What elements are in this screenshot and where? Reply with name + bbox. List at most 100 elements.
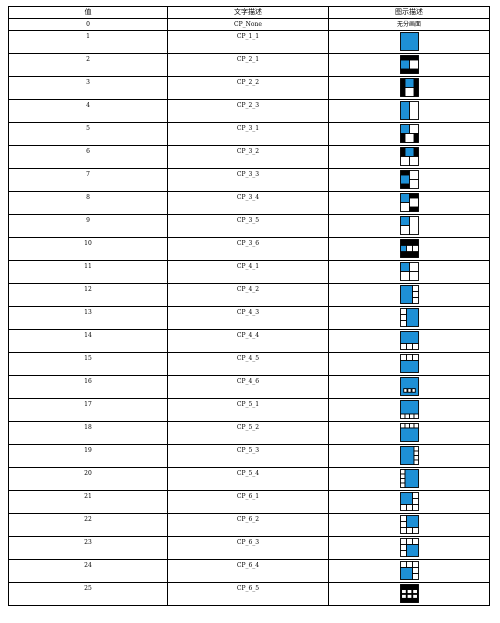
cp-6-2-layout-icon (399, 515, 419, 534)
main-window-rect (399, 216, 410, 226)
sub-window-rect (411, 504, 419, 511)
cell-value: 7 (8, 168, 168, 192)
cell-text: CP_3_6 (167, 237, 329, 261)
main-window-rect (404, 78, 414, 88)
cell-value: 22 (8, 513, 168, 537)
sub-window-rect (399, 271, 410, 281)
sub-window-rect (408, 179, 419, 189)
cp-4-6-layout-icon (399, 377, 419, 396)
table-row: 1 CP_1_1 (8, 30, 490, 54)
cell-icon (328, 444, 490, 468)
main-window-rect (399, 32, 419, 51)
cell-icon (328, 398, 490, 422)
cp-5-4-layout-icon (399, 469, 419, 488)
sub-window-rect (413, 413, 419, 419)
cell-value: 25 (8, 582, 168, 606)
sub-window-rect (399, 156, 410, 166)
cell-value: 0 (8, 18, 168, 31)
cell-icon (328, 329, 490, 353)
cell-value: 10 (8, 237, 168, 261)
sub-window-rect (404, 87, 414, 97)
sub-window-rect (413, 459, 419, 465)
cell-text: CP_4_3 (167, 306, 329, 330)
cp-3-3-layout-icon (399, 170, 419, 189)
table-row: 23 CP_6_3 (8, 536, 490, 560)
sub-window-rect (413, 423, 419, 429)
main-window-rect (399, 377, 419, 396)
table-row: 3 CP_2_2 (8, 76, 490, 100)
sub-window-rect (404, 413, 410, 419)
cell-icon (328, 283, 490, 307)
sub-window-rect (404, 133, 414, 143)
sub-window-rect (399, 343, 407, 350)
sub-window-rect (411, 573, 419, 580)
cell-value: 4 (8, 99, 168, 123)
table-row: 4 CP_2_3 (8, 99, 490, 123)
cell-icon (328, 352, 490, 376)
cell-icon-text: 无分画面 (328, 18, 490, 31)
sub-window-rect (406, 388, 412, 393)
cp-6-4-layout-icon (399, 561, 419, 580)
sub-window-rect (411, 527, 419, 534)
cell-icon (328, 582, 490, 606)
main-window-rect (399, 285, 413, 304)
cell-icon (328, 30, 490, 54)
main-window-rect (399, 174, 410, 185)
sub-window-rect (405, 561, 413, 568)
sub-window-rect (411, 498, 419, 505)
sub-window-rect (411, 538, 419, 545)
cell-text: CP_5_3 (167, 444, 329, 468)
sub-window-rect (408, 262, 419, 272)
sub-window-rect (400, 593, 407, 599)
sub-window-rect (399, 527, 407, 534)
cell-icon (328, 467, 490, 491)
cell-value: 3 (8, 76, 168, 100)
sub-window-rect (399, 320, 407, 327)
main-window-rect (399, 400, 419, 415)
sub-window-rect (411, 567, 419, 574)
table-row: 20 CP_5_4 (8, 467, 490, 491)
table-row: 6 CP_3_2 (8, 145, 490, 169)
sub-window-rect (411, 285, 419, 292)
cell-value: 23 (8, 536, 168, 560)
sub-window-rect (399, 504, 407, 511)
cell-icon (328, 513, 490, 537)
cell-value: 1 (8, 30, 168, 54)
cell-text: CP_3_1 (167, 122, 329, 146)
sub-window-rect (399, 561, 407, 568)
table-row: 17 CP_5_1 (8, 398, 490, 422)
sub-window-rect (408, 423, 414, 429)
cell-value: 14 (8, 329, 168, 353)
sub-window-rect (399, 314, 407, 321)
sub-window-rect (404, 423, 410, 429)
cell-text: CP_4_6 (167, 375, 329, 399)
cp-3-6-layout-icon (399, 239, 419, 258)
cell-text: CP_6_3 (167, 536, 329, 560)
sub-window-rect (399, 202, 410, 212)
cp-2-2-layout-icon (399, 78, 419, 97)
sub-window-rect (405, 538, 413, 545)
sub-window-rect (399, 550, 407, 557)
main-window-rect (405, 515, 419, 528)
table-row: 19 CP_5_3 (8, 444, 490, 468)
table-row: 0 CP_None 无分画面 (8, 18, 490, 31)
sub-window-rect (411, 492, 419, 499)
sub-window-rect (408, 413, 414, 419)
table-row: 8 CP_3_4 (8, 191, 490, 215)
sub-window-rect (411, 589, 418, 594)
cell-icon (328, 421, 490, 445)
sub-window-rect (399, 544, 407, 551)
sub-window-rect (408, 216, 419, 235)
cp-3-5-layout-icon (399, 216, 419, 235)
table-row: 18 CP_5_2 (8, 421, 490, 445)
cell-icon (328, 306, 490, 330)
cell-value: 19 (8, 444, 168, 468)
cell-icon (328, 237, 490, 261)
sub-window-rect (411, 561, 419, 568)
main-window-rect (399, 492, 413, 505)
cell-icon (328, 122, 490, 146)
cell-text: CP_2_1 (167, 53, 329, 77)
sub-window-rect (413, 455, 419, 461)
cell-value: 18 (8, 421, 168, 445)
cell-icon (328, 168, 490, 192)
